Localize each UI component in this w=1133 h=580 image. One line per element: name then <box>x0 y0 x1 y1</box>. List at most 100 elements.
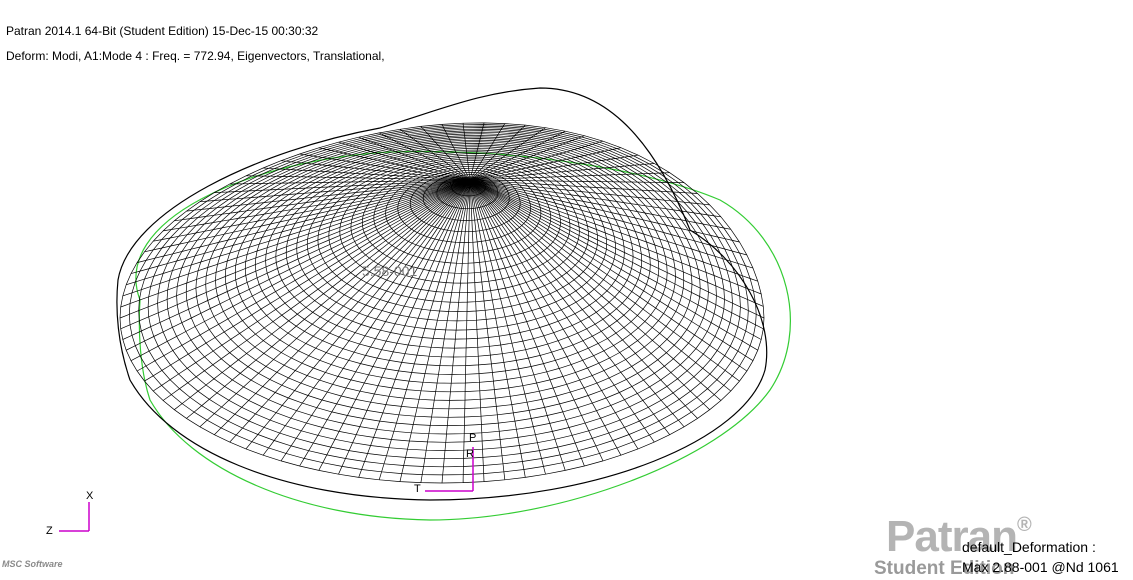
deform-info-line: Deform: Modi, A1:Mode 4 : Freq. = 772.94… <box>6 49 385 63</box>
mesh-radial-line <box>469 147 621 181</box>
mesh-radial-line <box>174 179 471 222</box>
mesh-radial-line <box>186 179 471 212</box>
mesh-radial-line <box>469 179 604 462</box>
mesh-radial-line <box>136 179 471 372</box>
mesh-radial-line <box>199 179 471 428</box>
local-coordinate-frame: P R T <box>414 432 476 495</box>
mesh-outline <box>116 87 768 501</box>
mesh-radial-line <box>469 179 747 256</box>
mesh-radial-line <box>469 179 758 282</box>
axis-label-p: P <box>469 432 476 444</box>
mesh-radial-line <box>263 167 471 181</box>
mesh-radial-line <box>469 154 639 181</box>
mesh-radial-line <box>214 179 471 193</box>
mesh-radial-line <box>338 179 471 475</box>
mesh-radial-line <box>441 124 471 181</box>
mesh-radial-line <box>420 126 471 181</box>
mesh-radial-line <box>469 172 670 181</box>
mesh-radial-line <box>469 140 604 181</box>
mesh-radial-line <box>130 179 471 274</box>
mesh-radial-line <box>162 179 471 401</box>
axis-label-z: Z <box>46 525 53 537</box>
global-axis-triad: X Z <box>46 490 94 537</box>
axis-label-x: X <box>86 490 94 502</box>
mesh-radial-line <box>441 179 471 484</box>
mesh-radial-line <box>469 163 655 181</box>
mesh-radial-line <box>469 179 506 480</box>
mesh-radial-line <box>229 179 471 185</box>
mesh-radial-line <box>469 179 685 428</box>
mesh-radial-line <box>469 124 526 181</box>
result-name: default_Deformation : <box>962 539 1096 555</box>
mesh-radial-line <box>469 179 670 435</box>
mesh-radial-line <box>120 179 471 308</box>
mesh-radial-line <box>153 179 471 392</box>
mesh-radial-line <box>120 179 471 330</box>
patran-watermark: Patran® <box>886 512 1032 561</box>
mesh-radial-line <box>469 179 710 206</box>
mesh-radial-line <box>469 179 685 184</box>
mesh-radial-line <box>119 179 471 319</box>
mesh-radial-line <box>299 153 471 181</box>
mesh-radial-line <box>163 179 471 232</box>
title-line: Patran 2014.1 64-Bit (Student Edition) 1… <box>6 24 319 38</box>
mesh-radial-line <box>318 147 471 181</box>
mesh-radial-line <box>280 179 471 462</box>
mesh-radial-line <box>469 179 546 475</box>
mesh-radial-line <box>469 123 506 181</box>
mesh-radial-line <box>245 179 471 450</box>
mesh-radial-line <box>469 179 765 319</box>
mesh-radial-line <box>379 132 471 181</box>
mesh-radial-line <box>153 179 471 242</box>
mesh-radial-line <box>144 179 471 253</box>
mesh-radial-line <box>469 179 566 471</box>
mesh-radial-line <box>469 179 585 467</box>
result-max: Max 2.88-001 @Nd 1061 <box>962 559 1119 575</box>
mesh-radial-line <box>318 179 471 471</box>
mesh-radial-line <box>358 179 471 478</box>
mesh-radial-line <box>174 179 471 410</box>
mesh-radial-line <box>420 179 471 483</box>
mesh-radial-line <box>462 179 471 483</box>
mesh-radial-line <box>137 179 471 263</box>
mesh-radial-line <box>399 179 471 482</box>
mesh-radial-line <box>262 179 471 456</box>
mesh-radial-line <box>469 179 732 392</box>
mesh-radial-line <box>469 179 740 382</box>
mesh-radial-line <box>469 179 754 269</box>
mesh-radial-line <box>469 179 740 243</box>
mesh-radial-line <box>126 179 471 351</box>
mesh-radial-line <box>469 179 762 340</box>
mesh-radial-line <box>469 179 758 351</box>
mesh-radial-line <box>469 179 698 194</box>
mesh-radial-line <box>469 179 731 230</box>
mesh-radial-line <box>469 127 546 181</box>
mesh-radial-line <box>469 179 639 450</box>
mesh-radial-line <box>469 179 721 218</box>
node-value-label: 5.58-001 <box>362 263 417 279</box>
mesh-radial-line <box>469 179 526 478</box>
mesh-radial-line <box>469 122 485 181</box>
mesh-radial-line <box>469 179 764 330</box>
mesh-radial-line <box>338 141 471 181</box>
student-edition-watermark: Student Edition <box>874 558 1015 579</box>
mesh-radial-line <box>469 179 764 307</box>
mesh-radial-line <box>469 179 622 456</box>
mesh-radial-line <box>214 179 471 435</box>
mesh-radial-line <box>130 179 471 362</box>
mesh-radial-line <box>469 179 722 401</box>
mesh-radial-line <box>122 179 471 340</box>
mesh-radial-line <box>469 179 698 419</box>
mesh-radial-line <box>229 179 471 443</box>
mesh-radial-line <box>245 175 471 181</box>
mesh-radial-line <box>199 179 471 203</box>
mesh-radial-line <box>358 136 471 181</box>
mesh-radial-line <box>399 129 471 181</box>
axis-label-r: R <box>466 448 474 460</box>
deformed-mesh <box>119 122 765 484</box>
mesh-radial-line <box>469 179 754 361</box>
mesh-radial-line <box>462 123 471 181</box>
msc-logo: MSC Software <box>2 559 63 569</box>
mesh-radial-line <box>378 179 471 480</box>
